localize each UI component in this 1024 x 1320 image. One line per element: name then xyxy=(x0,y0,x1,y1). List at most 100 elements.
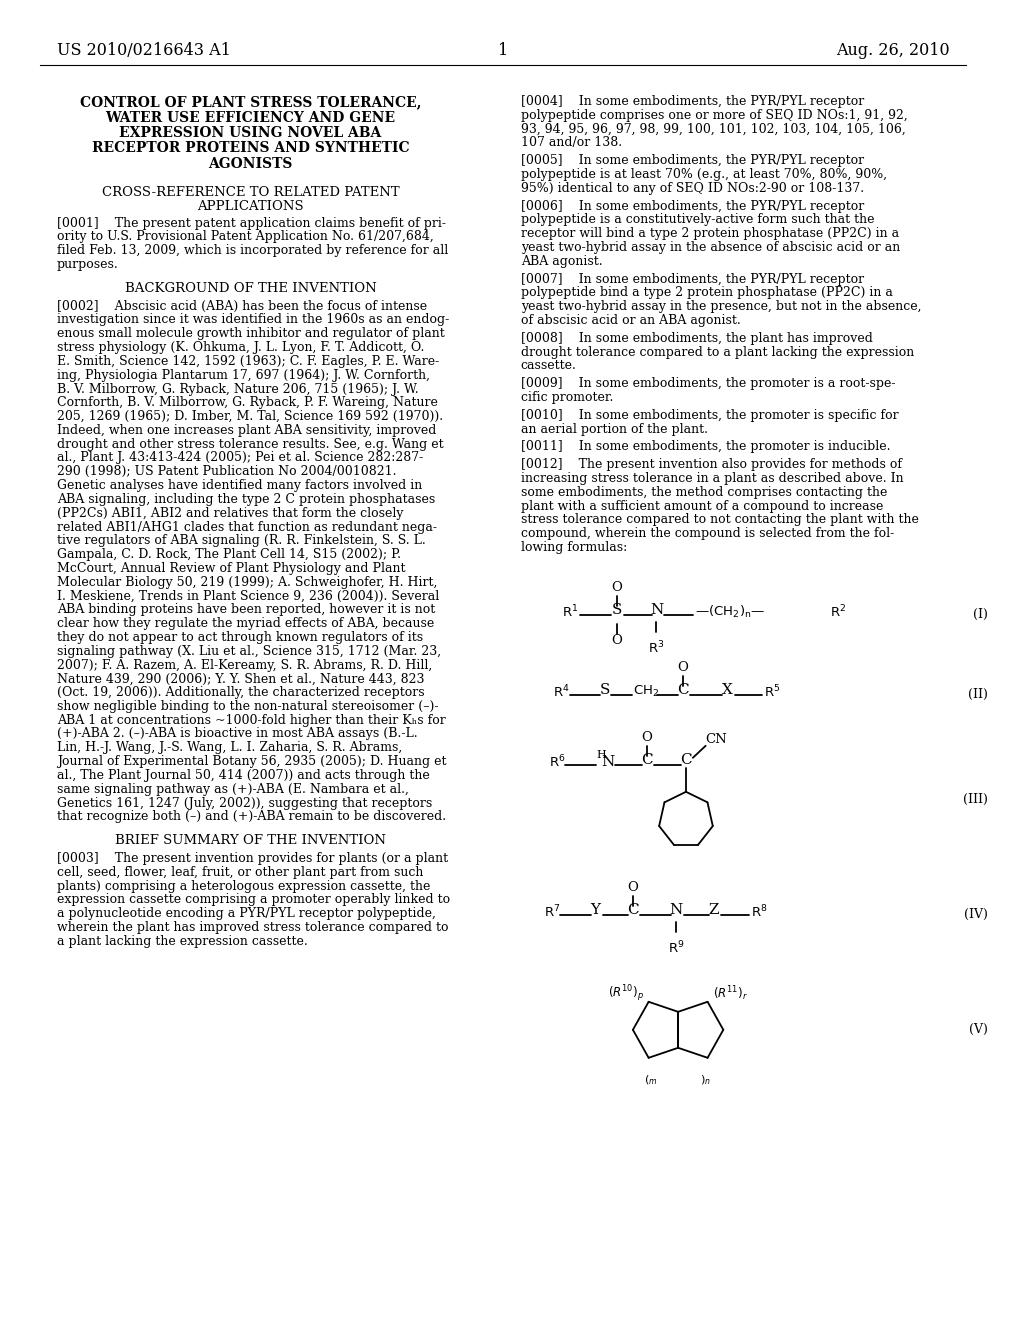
Text: (II): (II) xyxy=(968,688,988,701)
Text: [0011]    In some embodiments, the promoter is inducible.: [0011] In some embodiments, the promoter… xyxy=(521,441,890,453)
Text: Indeed, when one increases plant ABA sensitivity, improved: Indeed, when one increases plant ABA sen… xyxy=(57,424,436,437)
Text: $\mathsf{R^2}$: $\mathsf{R^2}$ xyxy=(830,603,847,620)
Text: (I): (I) xyxy=(973,609,988,622)
Text: lowing formulas:: lowing formulas: xyxy=(521,541,627,554)
Text: an aerial portion of the plant.: an aerial portion of the plant. xyxy=(521,422,708,436)
Text: receptor will bind a type 2 protein phosphatase (PP2C) in a: receptor will bind a type 2 protein phos… xyxy=(521,227,899,240)
Text: 205, 1269 (1965); D. Imber, M. Tal, Science 169 592 (1970)).: 205, 1269 (1965); D. Imber, M. Tal, Scie… xyxy=(57,411,443,424)
Text: CONTROL OF PLANT STRESS TOLERANCE,: CONTROL OF PLANT STRESS TOLERANCE, xyxy=(80,95,421,110)
Text: yeast two-hybrid assay in the absence of abscisic acid or an: yeast two-hybrid assay in the absence of… xyxy=(521,242,900,253)
Text: X: X xyxy=(722,682,733,697)
Text: B. V. Milborrow, G. Ryback, Nature 206, 715 (1965); J. W.: B. V. Milborrow, G. Ryback, Nature 206, … xyxy=(57,383,419,396)
Text: ABA agonist.: ABA agonist. xyxy=(521,255,602,268)
Text: $)_n$: $)_n$ xyxy=(700,1073,711,1088)
Text: al., The Plant Journal 50, 414 (2007)) and acts through the: al., The Plant Journal 50, 414 (2007)) a… xyxy=(57,768,430,781)
Text: O: O xyxy=(611,635,623,647)
Text: Genetics 161, 1247 (July, 2002)), suggesting that receptors: Genetics 161, 1247 (July, 2002)), sugges… xyxy=(57,796,432,809)
Text: [0012]    The present invention also provides for methods of: [0012] The present invention also provid… xyxy=(521,458,902,471)
Text: Z: Z xyxy=(709,903,719,917)
Text: McCourt, Annual Review of Plant Physiology and Plant: McCourt, Annual Review of Plant Physiolo… xyxy=(57,562,406,576)
Text: O: O xyxy=(611,581,623,594)
Text: [0002]    Abscisic acid (ABA) has been the focus of intense: [0002] Abscisic acid (ABA) has been the … xyxy=(57,300,427,313)
Text: [0005]    In some embodiments, the PYR/PYL receptor: [0005] In some embodiments, the PYR/PYL … xyxy=(521,154,864,168)
Text: signaling pathway (X. Liu et al., Science 315, 1712 (Mar. 23,: signaling pathway (X. Liu et al., Scienc… xyxy=(57,644,441,657)
Text: APPLICATIONS: APPLICATIONS xyxy=(198,201,304,214)
Text: O: O xyxy=(678,661,688,675)
Text: US 2010/0216643 A1: US 2010/0216643 A1 xyxy=(57,42,230,59)
Text: stress tolerance compared to not contacting the plant with the: stress tolerance compared to not contact… xyxy=(521,513,919,527)
Text: related ABI1/AHG1 clades that function as redundant nega-: related ABI1/AHG1 clades that function a… xyxy=(57,520,437,533)
Text: drought tolerance compared to a plant lacking the expression: drought tolerance compared to a plant la… xyxy=(521,346,914,359)
Text: polypeptide bind a type 2 protein phosphatase (PP2C) in a: polypeptide bind a type 2 protein phosph… xyxy=(521,286,893,300)
Text: I. Meskiene, Trends in Plant Science 9, 236 (2004)). Several: I. Meskiene, Trends in Plant Science 9, … xyxy=(57,590,439,602)
Text: N: N xyxy=(670,903,683,917)
Text: $\mathsf{CH_2}$: $\mathsf{CH_2}$ xyxy=(633,684,658,700)
Text: S: S xyxy=(612,603,623,616)
Text: al., Plant J. 43:413-424 (2005); Pei et al. Science 282:287-: al., Plant J. 43:413-424 (2005); Pei et … xyxy=(57,451,423,465)
Text: cassette.: cassette. xyxy=(521,359,577,372)
Text: O: O xyxy=(641,731,652,744)
Text: compound, wherein the compound is selected from the fol-: compound, wherein the compound is select… xyxy=(521,527,894,540)
Text: [0007]    In some embodiments, the PYR/PYL receptor: [0007] In some embodiments, the PYR/PYL … xyxy=(521,273,864,285)
Text: (V): (V) xyxy=(969,1023,988,1036)
Text: Nature 439, 290 (2006); Y. Y. Shen et al., Nature 443, 823: Nature 439, 290 (2006); Y. Y. Shen et al… xyxy=(57,672,425,685)
Text: N: N xyxy=(602,755,615,768)
Text: EXPRESSION USING NOVEL ABA: EXPRESSION USING NOVEL ABA xyxy=(120,125,382,140)
Text: filed Feb. 13, 2009, which is incorporated by reference for all: filed Feb. 13, 2009, which is incorporat… xyxy=(57,244,449,257)
Text: $\mathsf{R^3}$: $\mathsf{R^3}$ xyxy=(648,640,665,656)
Text: [0004]    In some embodiments, the PYR/PYL receptor: [0004] In some embodiments, the PYR/PYL … xyxy=(521,95,864,108)
Text: AGONISTS: AGONISTS xyxy=(209,157,293,172)
Text: CROSS-REFERENCE TO RELATED PATENT: CROSS-REFERENCE TO RELATED PATENT xyxy=(101,186,399,199)
Text: Genetic analyses have identified many factors involved in: Genetic analyses have identified many fa… xyxy=(57,479,422,492)
Text: C: C xyxy=(680,752,692,767)
Text: 2007); F. A. Razem, A. El-Kereamy, S. R. Abrams, R. D. Hill,: 2007); F. A. Razem, A. El-Kereamy, S. R.… xyxy=(57,659,432,672)
Text: ing, Physiologia Plantarum 17, 697 (1964); J. W. Cornforth,: ing, Physiologia Plantarum 17, 697 (1964… xyxy=(57,368,430,381)
Text: [0009]    In some embodiments, the promoter is a root-spe-: [0009] In some embodiments, the promoter… xyxy=(521,378,895,391)
Text: (Oct. 19, 2006)). Additionally, the characterized receptors: (Oct. 19, 2006)). Additionally, the char… xyxy=(57,686,425,700)
Text: BRIEF SUMMARY OF THE INVENTION: BRIEF SUMMARY OF THE INVENTION xyxy=(115,834,386,847)
Text: $(_m$: $(_m$ xyxy=(644,1073,657,1088)
Text: Gampala, C. D. Rock, The Plant Cell 14, S15 (2002); P.: Gampala, C. D. Rock, The Plant Cell 14, … xyxy=(57,548,401,561)
Text: yeast two-hybrid assay in the presence, but not in the absence,: yeast two-hybrid assay in the presence, … xyxy=(521,300,922,313)
Text: polypeptide is a constitutively-active form such that the: polypeptide is a constitutively-active f… xyxy=(521,214,874,227)
Text: Cornforth, B. V. Milborrow, G. Ryback, P. F. Wareing, Nature: Cornforth, B. V. Milborrow, G. Ryback, P… xyxy=(57,396,438,409)
Text: (+)-ABA 2. (–)-ABA is bioactive in most ABA assays (B.-L.: (+)-ABA 2. (–)-ABA is bioactive in most … xyxy=(57,727,418,741)
Text: 290 (1998); US Patent Publication No 2004/0010821.: 290 (1998); US Patent Publication No 200… xyxy=(57,465,396,478)
Text: Journal of Experimental Botany 56, 2935 (2005); D. Huang et: Journal of Experimental Botany 56, 2935 … xyxy=(57,755,446,768)
Text: 107 and/or 138.: 107 and/or 138. xyxy=(521,136,622,149)
Text: a plant lacking the expression cassette.: a plant lacking the expression cassette. xyxy=(57,935,308,948)
Text: $\mathsf{—(CH_2)_n—}$: $\mathsf{—(CH_2)_n—}$ xyxy=(695,603,765,620)
Text: $(R^{10})_p$: $(R^{10})_p$ xyxy=(607,983,644,1005)
Text: same signaling pathway as (+)-ABA (E. Nambara et al.,: same signaling pathway as (+)-ABA (E. Na… xyxy=(57,783,409,796)
Text: purposes.: purposes. xyxy=(57,257,119,271)
Text: H: H xyxy=(597,750,606,760)
Text: investigation since it was identified in the 1960s as an endog-: investigation since it was identified in… xyxy=(57,314,450,326)
Text: increasing stress tolerance in a plant as described above. In: increasing stress tolerance in a plant a… xyxy=(521,473,903,484)
Text: [0001]    The present patent application claims benefit of pri-: [0001] The present patent application cl… xyxy=(57,216,446,230)
Text: 95%) identical to any of SEQ ID NOs:2-90 or 108-137.: 95%) identical to any of SEQ ID NOs:2-90… xyxy=(521,182,864,195)
Text: Aug. 26, 2010: Aug. 26, 2010 xyxy=(836,42,949,59)
Text: $\mathsf{R^5}$: $\mathsf{R^5}$ xyxy=(764,684,780,700)
Text: cell, seed, flower, leaf, fruit, or other plant part from such: cell, seed, flower, leaf, fruit, or othe… xyxy=(57,866,423,879)
Text: [0003]    The present invention provides for plants (or a plant: [0003] The present invention provides fo… xyxy=(57,853,449,865)
Text: C: C xyxy=(641,752,652,767)
Text: plant with a sufficient amount of a compound to increase: plant with a sufficient amount of a comp… xyxy=(521,499,884,512)
Text: Y: Y xyxy=(591,903,600,917)
Text: ority to U.S. Provisional Patent Application No. 61/207,684,: ority to U.S. Provisional Patent Applica… xyxy=(57,230,434,243)
Text: [0006]    In some embodiments, the PYR/PYL receptor: [0006] In some embodiments, the PYR/PYL … xyxy=(521,199,864,213)
Text: stress physiology (K. Ohkuma, J. L. Lyon, F. T. Addicott, O.: stress physiology (K. Ohkuma, J. L. Lyon… xyxy=(57,341,424,354)
Text: $\mathsf{R^1}$: $\mathsf{R^1}$ xyxy=(561,603,578,620)
Text: O: O xyxy=(628,882,638,895)
Text: BACKGROUND OF THE INVENTION: BACKGROUND OF THE INVENTION xyxy=(125,281,377,294)
Text: $(R^{11})_r$: $(R^{11})_r$ xyxy=(713,985,748,1003)
Text: tive regulators of ABA signaling (R. R. Finkelstein, S. S. L.: tive regulators of ABA signaling (R. R. … xyxy=(57,535,426,548)
Text: ABA binding proteins have been reported, however it is not: ABA binding proteins have been reported,… xyxy=(57,603,435,616)
Text: drought and other stress tolerance results. See, e.g. Wang et: drought and other stress tolerance resul… xyxy=(57,438,443,450)
Text: WATER USE EFFICIENCY AND GENE: WATER USE EFFICIENCY AND GENE xyxy=(105,111,395,124)
Text: polypeptide is at least 70% (e.g., at least 70%, 80%, 90%,: polypeptide is at least 70% (e.g., at le… xyxy=(521,168,887,181)
Text: $\mathsf{R^4}$: $\mathsf{R^4}$ xyxy=(553,684,570,700)
Text: N: N xyxy=(650,603,664,616)
Text: [0010]    In some embodiments, the promoter is specific for: [0010] In some embodiments, the promoter… xyxy=(521,409,898,422)
Text: Lin, H.-J. Wang, J.-S. Wang, L. I. Zaharia, S. R. Abrams,: Lin, H.-J. Wang, J.-S. Wang, L. I. Zahar… xyxy=(57,742,402,754)
Text: of abscisic acid or an ABA agonist.: of abscisic acid or an ABA agonist. xyxy=(521,314,740,327)
